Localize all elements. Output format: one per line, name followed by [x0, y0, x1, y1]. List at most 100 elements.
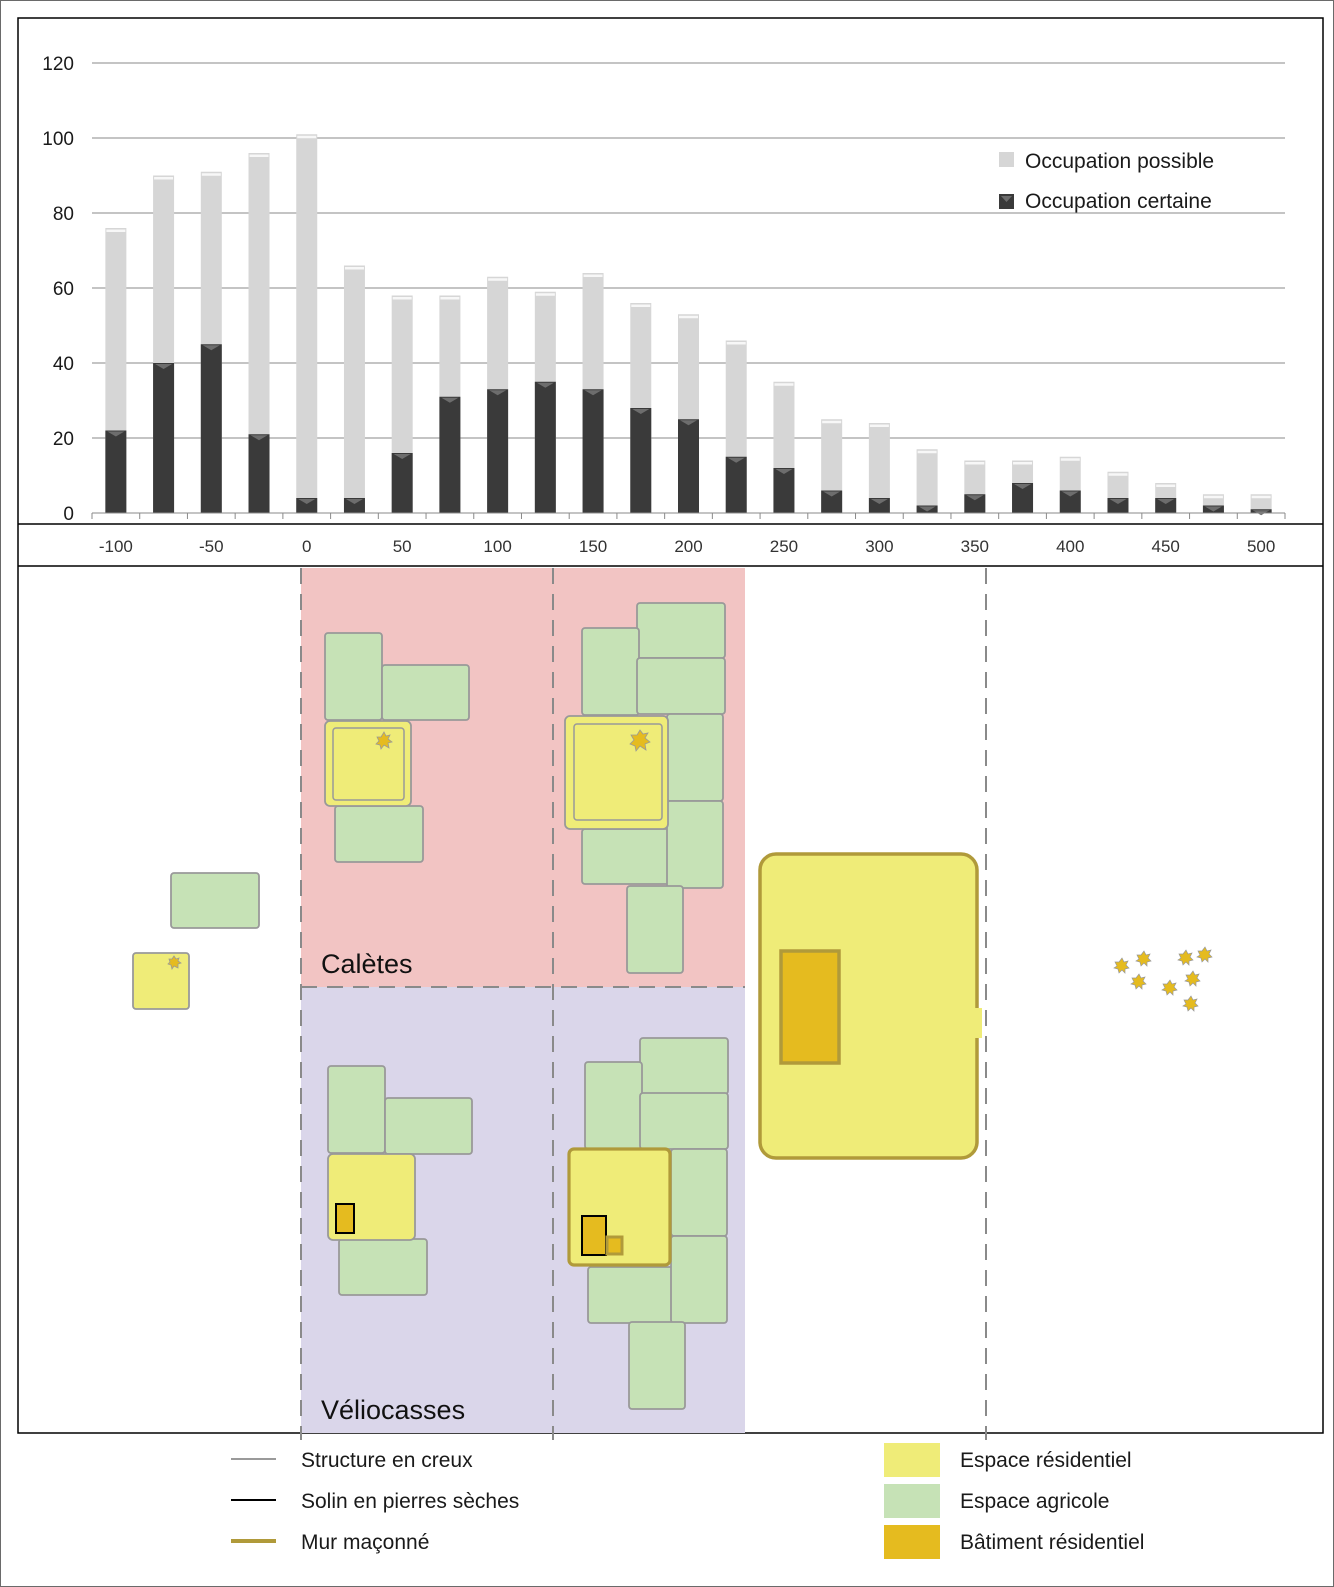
bar-possible: [248, 153, 270, 513]
y-tick-label: 40: [53, 354, 74, 375]
x-tick-label: 350: [961, 537, 989, 556]
bar-certaine: [773, 468, 795, 513]
agricultural-plot: [670, 1148, 728, 1237]
bar-possible-bevel: [583, 274, 603, 277]
bar-possible-bevel: [392, 297, 412, 300]
bar-certaine-bevel: [250, 435, 268, 441]
bar-certaine-bevel: [1109, 499, 1127, 504]
agricultural-plot: [581, 828, 670, 885]
bar-group: [1059, 456, 1081, 513]
legend-label-hollow: Structure en creux: [301, 1449, 473, 1472]
bar-group: [1107, 471, 1129, 513]
y-tick-label: 80: [53, 204, 74, 225]
x-tick-label: 300: [865, 537, 893, 556]
agricultural-plot: [670, 1235, 728, 1324]
chart-bars: [105, 134, 1272, 516]
bar-certaine: [1155, 498, 1177, 513]
bar-possible: [1250, 494, 1272, 513]
bar-group: [105, 228, 127, 513]
x-tick-label: -50: [199, 537, 224, 556]
legend-swatch-certaine-bevel: [1001, 196, 1012, 202]
bar-group: [964, 460, 986, 513]
bar-possible-bevel: [249, 154, 269, 157]
bar-certaine-bevel: [823, 491, 841, 497]
bar-possible-bevel: [1251, 495, 1271, 499]
pit-cluster-icon: [629, 729, 651, 752]
agricultural-plot: [334, 805, 424, 863]
y-tick-label: 60: [53, 279, 74, 300]
bar-possible-bevel: [1203, 495, 1223, 499]
bar-certaine-bevel: [489, 390, 507, 396]
bar-certaine: [439, 396, 461, 513]
x-tick-label: 450: [1152, 537, 1180, 556]
bar-certaine-bevel: [107, 431, 125, 437]
pit-cluster-icon: [167, 955, 182, 970]
bar-certaine: [725, 456, 747, 513]
bar-possible-bevel: [1060, 458, 1080, 461]
bar-possible-bevel: [1013, 462, 1033, 465]
agricultural-plot: [327, 1065, 386, 1154]
legend-swatch-building: [884, 1525, 940, 1559]
x-tick-label: 200: [674, 537, 702, 556]
residential-inner-enclosure: [332, 727, 405, 801]
bar-possible: [343, 265, 365, 513]
x-tick-label: 150: [579, 537, 607, 556]
agricultural-plot: [584, 1061, 643, 1150]
bar-possible-bevel: [297, 135, 317, 139]
bar-group: [343, 265, 365, 513]
y-tick-label: 100: [42, 129, 74, 150]
legend-label-certaine: Occupation certaine: [1025, 190, 1212, 213]
bar-certaine-bevel: [775, 469, 793, 474]
y-axis-ticks: 0 20 40 60 80 100 120: [42, 54, 74, 525]
agricultural-plot: [639, 1092, 729, 1150]
bar-possible-bevel: [344, 267, 364, 270]
bar-group: [582, 273, 604, 513]
bar-certaine: [248, 434, 270, 513]
bar-certaine: [1012, 483, 1034, 513]
bar-possible-bevel: [679, 315, 698, 319]
bar-group: [534, 291, 556, 513]
x-tick-label: 100: [483, 537, 511, 556]
x-tick-label: 50: [393, 537, 412, 556]
agricultural-plot: [639, 1037, 729, 1095]
agricultural-plot: [628, 1321, 686, 1410]
x-axis-minor-ticks: [91, 513, 1286, 519]
bar-possible-bevel: [822, 420, 842, 424]
x-tick-label: 500: [1247, 537, 1275, 556]
agricultural-plot: [636, 602, 726, 659]
bar-certaine-bevel: [1157, 499, 1175, 504]
masonry-annex: [605, 1235, 624, 1256]
agricultural-plot: [666, 800, 724, 889]
bar-group: [248, 153, 270, 513]
residential-space: [132, 952, 190, 1010]
bar-certaine-bevel: [680, 420, 697, 426]
map-legend: Structure en creux Solin en pierres sèch…: [231, 1443, 1144, 1559]
pit-cluster-icon: [375, 731, 393, 750]
masonry-residential-building: [779, 949, 841, 1065]
bar-certaine-bevel: [345, 499, 363, 504]
pit-icon: [1177, 949, 1194, 966]
bar-possible-bevel: [440, 297, 460, 300]
bar-certaine-bevel: [966, 495, 984, 501]
bar-possible: [821, 419, 843, 513]
bar-group: [725, 340, 747, 513]
bar-certaine: [868, 498, 890, 513]
agricultural-plot: [324, 632, 383, 721]
bar-possible-bevel: [917, 450, 937, 454]
bar-certaine-bevel: [441, 397, 459, 403]
chart-legend: Occupation possible Occupation certaine: [999, 150, 1214, 213]
bar-group: [391, 295, 413, 513]
legend-swatch-agricultural: [884, 1484, 940, 1518]
veliocasses-label: Véliocasses: [321, 1395, 465, 1425]
bar-possible-bevel: [631, 304, 651, 307]
x-tick-label: 250: [770, 537, 798, 556]
legend-swatch-residential: [884, 1443, 940, 1477]
bar-certaine: [200, 344, 222, 513]
bar-certaine: [1107, 498, 1129, 513]
bar-group: [630, 303, 652, 513]
bar-certaine: [487, 389, 509, 513]
bar-group: [678, 314, 699, 513]
bar-certaine: [964, 494, 986, 513]
dry-stone-building: [581, 1215, 607, 1256]
